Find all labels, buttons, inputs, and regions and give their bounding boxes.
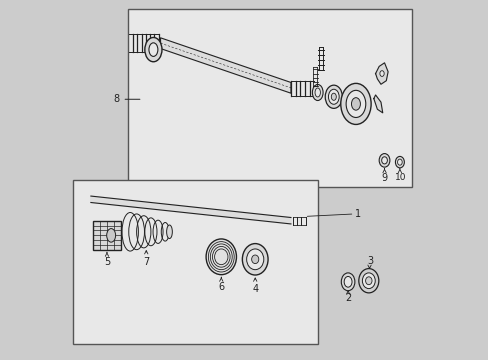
- Text: 2: 2: [344, 293, 350, 302]
- Ellipse shape: [246, 249, 263, 270]
- Polygon shape: [160, 38, 290, 93]
- Bar: [128, 9, 411, 187]
- Ellipse shape: [362, 273, 374, 289]
- Ellipse shape: [144, 37, 162, 62]
- Polygon shape: [91, 196, 290, 224]
- Ellipse shape: [381, 157, 386, 164]
- Ellipse shape: [314, 88, 320, 97]
- Ellipse shape: [312, 85, 323, 100]
- Ellipse shape: [358, 269, 378, 293]
- Polygon shape: [373, 95, 382, 113]
- Bar: [93, 221, 121, 250]
- Ellipse shape: [365, 277, 371, 285]
- Ellipse shape: [205, 239, 236, 275]
- Ellipse shape: [397, 159, 402, 165]
- Text: 6: 6: [218, 282, 224, 292]
- Ellipse shape: [331, 93, 336, 100]
- Ellipse shape: [242, 244, 267, 275]
- Ellipse shape: [351, 98, 360, 110]
- Text: 1: 1: [354, 209, 361, 219]
- Text: 9: 9: [381, 173, 387, 183]
- Text: 10: 10: [394, 173, 406, 182]
- Ellipse shape: [251, 255, 258, 264]
- Ellipse shape: [341, 273, 354, 291]
- Ellipse shape: [346, 90, 365, 117]
- Ellipse shape: [340, 84, 370, 125]
- Ellipse shape: [328, 89, 339, 104]
- Ellipse shape: [149, 43, 158, 57]
- Ellipse shape: [344, 276, 351, 287]
- Ellipse shape: [166, 225, 172, 239]
- Ellipse shape: [325, 85, 342, 108]
- Text: 3: 3: [366, 256, 372, 266]
- Ellipse shape: [378, 154, 389, 167]
- Bar: [73, 180, 317, 344]
- Ellipse shape: [395, 157, 404, 168]
- Text: 5: 5: [103, 257, 110, 267]
- Polygon shape: [375, 63, 387, 84]
- Text: 8: 8: [113, 94, 119, 104]
- Text: 7: 7: [143, 257, 149, 267]
- Ellipse shape: [106, 229, 115, 242]
- Text: 4: 4: [252, 284, 258, 294]
- Ellipse shape: [379, 71, 384, 76]
